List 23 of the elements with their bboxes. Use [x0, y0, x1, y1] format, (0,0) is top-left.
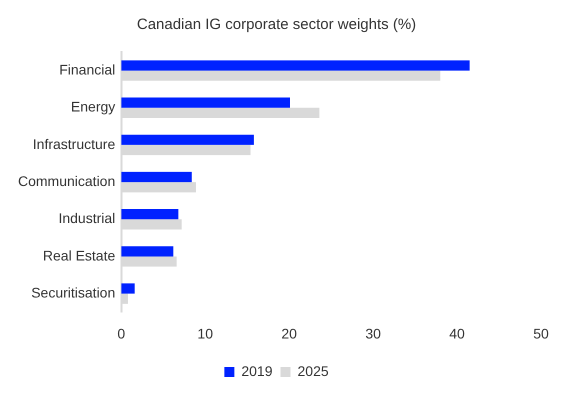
y-tick-label: Communication [18, 172, 116, 189]
y-tick-label: Financial [59, 61, 116, 78]
legend-label: 2025 [298, 362, 329, 379]
x-tick-label: 20 [281, 325, 298, 342]
y-tick-label: Industrial [58, 210, 116, 226]
x-tick-label: 50 [533, 325, 549, 342]
x-tick-label: 40 [449, 325, 466, 342]
bar [121, 283, 135, 294]
bar [121, 172, 192, 182]
x-tick-label: 10 [197, 325, 214, 342]
bar [121, 246, 174, 256]
chart-title: Canadian IG corporate sector weights (%) [136, 16, 416, 34]
legend-label: 2019 [241, 362, 273, 379]
y-tick-label: Real Estate [42, 247, 116, 264]
bar [121, 98, 290, 108]
x-tick-label: 0 [117, 325, 126, 342]
y-tick-label: Energy [70, 98, 116, 115]
bar [121, 60, 470, 71]
bar [121, 209, 178, 220]
y-tick-label: Infrastructure [32, 136, 116, 152]
y-tick-label: Securitisation [31, 284, 116, 300]
x-tick-label: 30 [365, 325, 382, 342]
bar [121, 134, 254, 145]
